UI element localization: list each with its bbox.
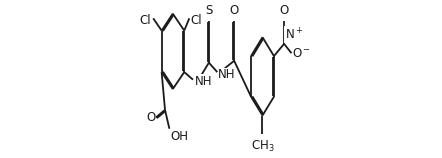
Text: N$^+$: N$^+$ [285,27,303,42]
Text: NH: NH [218,68,236,81]
Text: O$^-$: O$^-$ [292,47,311,60]
Text: OH: OH [170,130,188,143]
Text: O: O [229,4,239,17]
Text: NH: NH [195,75,213,88]
Text: Cl: Cl [191,14,202,27]
Text: Cl: Cl [140,14,151,27]
Text: CH$_3$: CH$_3$ [251,139,274,154]
Text: S: S [205,4,213,17]
Text: O: O [146,111,155,124]
Text: O: O [279,4,289,17]
